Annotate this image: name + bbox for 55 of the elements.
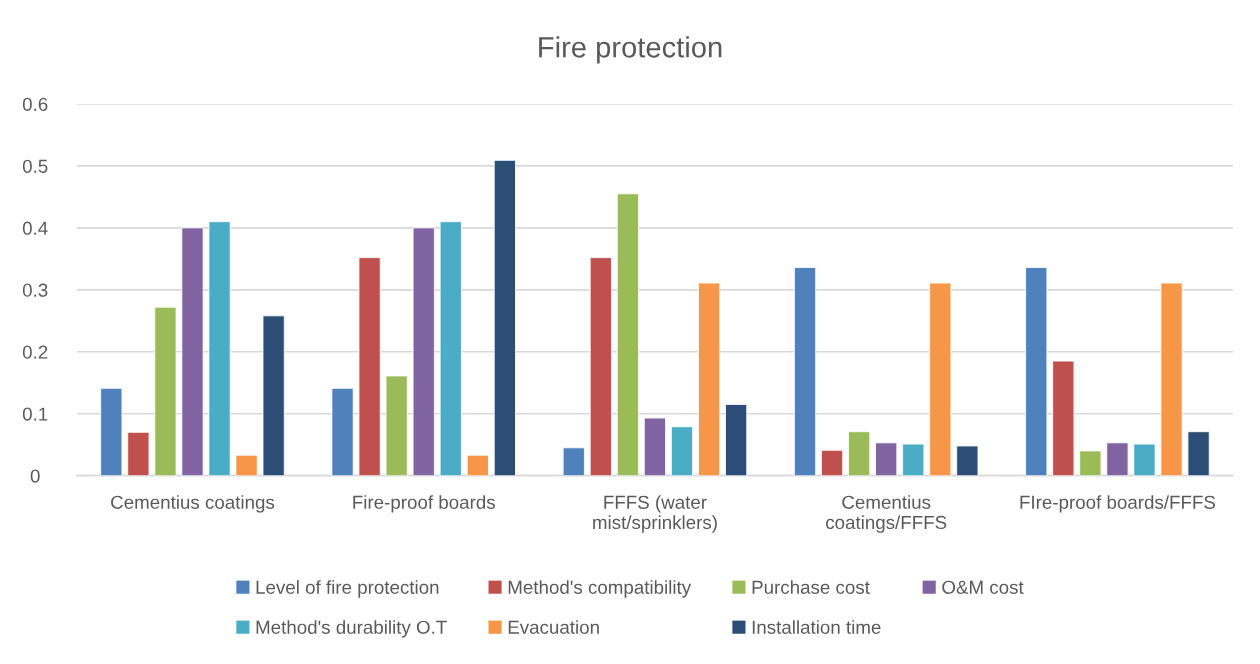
bar — [466, 454, 489, 476]
bar — [1025, 267, 1048, 476]
legend-label: Installation time — [752, 620, 881, 634]
y-tick-label: 0.5 — [22, 159, 48, 173]
bar — [1160, 282, 1183, 476]
bar — [1079, 450, 1102, 476]
legend-label: Evacuation — [508, 620, 599, 634]
x-tick-label: FFFS (water mist/sprinklers) — [593, 495, 717, 533]
bar — [100, 387, 123, 476]
bar — [154, 306, 177, 476]
y-tick-label: 0.2 — [22, 345, 48, 359]
bar — [127, 431, 150, 476]
bar — [262, 315, 285, 476]
bar — [1133, 443, 1156, 476]
bar — [235, 454, 258, 476]
bar — [439, 221, 462, 476]
bar — [902, 443, 925, 476]
bar — [1052, 360, 1075, 476]
x-tick-label: Cementius coatings — [111, 495, 275, 513]
bar — [1187, 431, 1210, 476]
x-tick-label: Cementius coatings/FFFS — [826, 495, 947, 533]
bar — [358, 257, 381, 476]
y-tick-label: 0 — [30, 469, 40, 483]
bar — [181, 227, 204, 476]
bar — [848, 431, 871, 476]
x-tick-label: Fire-proof boards — [353, 495, 495, 513]
legend-label: Purchase cost — [752, 580, 870, 594]
y-tick-label: 0.3 — [22, 283, 48, 297]
bar — [793, 267, 817, 476]
chart-title: Fire protection — [539, 36, 722, 64]
x-tick-label: FIre-proof boards/FFFS — [1020, 495, 1216, 513]
y-tick-label: 0.6 — [22, 97, 48, 111]
bar — [493, 159, 516, 476]
bar — [562, 447, 585, 476]
bar — [725, 404, 748, 476]
bar — [616, 193, 639, 476]
bar — [956, 445, 979, 476]
bar — [670, 426, 694, 476]
bar — [821, 449, 844, 476]
bar — [698, 282, 721, 476]
bar — [875, 442, 898, 476]
bar — [643, 417, 666, 476]
y-tick-label: 0.4 — [22, 221, 48, 235]
bar — [412, 227, 435, 476]
bar — [929, 282, 952, 476]
legend-label: O&M cost — [942, 580, 1024, 594]
bar — [331, 387, 354, 476]
bar — [589, 257, 612, 476]
y-tick-label: 0.1 — [22, 407, 48, 421]
legend-label: Level of fire protection — [256, 580, 439, 598]
legend-label: Method's compatibility — [508, 580, 692, 598]
bar — [385, 375, 408, 476]
legend-label: Method's durability O.T — [256, 620, 447, 638]
bar — [208, 221, 231, 476]
bar — [1106, 442, 1129, 476]
